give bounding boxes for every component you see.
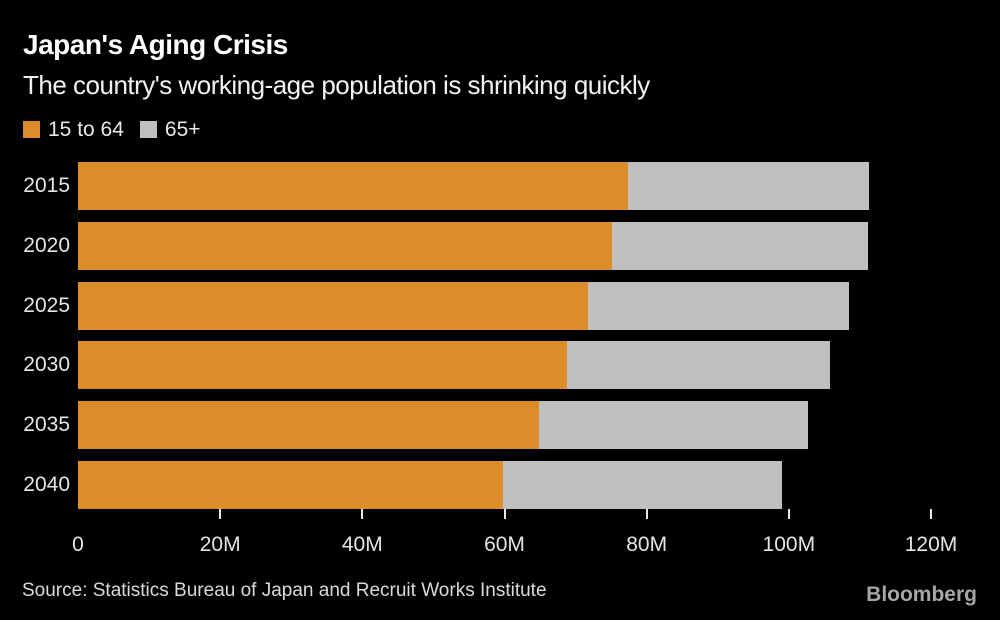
- bar-row-2015: [78, 162, 869, 210]
- bar-segment-2015-15-to-64: [78, 162, 628, 210]
- legend-swatch-65-plus: [139, 121, 157, 138]
- bar-segment-2040-15-to-64: [78, 461, 504, 509]
- x-tick-20M: [219, 509, 222, 519]
- bar-row-2035: [78, 401, 808, 449]
- year-label-2020: 2020: [23, 234, 70, 257]
- x-tick-120M: [930, 509, 932, 519]
- bar-segment-2020-15-to-64: [78, 222, 612, 270]
- year-label-2030: 2030: [23, 353, 70, 376]
- chart-title: Japan's Aging Crisis: [23, 29, 288, 60]
- x-tick-label-100M: 100M: [762, 533, 816, 556]
- bar-segment-2015-65-plus: [627, 162, 869, 210]
- x-tick-label-40M: 40M: [341, 533, 383, 556]
- bar-segment-2020-65-plus: [611, 222, 868, 270]
- bar-segment-2030-15-to-64: [78, 341, 568, 389]
- legend-swatch-15-to-64: [23, 121, 40, 138]
- x-tick-label-20M: 20M: [199, 533, 241, 556]
- plot-area: [78, 162, 931, 509]
- bar-segment-2040-65-plus: [503, 461, 782, 509]
- legend-label-65-plus: 65+: [164, 118, 201, 141]
- legend-item-15-to-64: 15 to 64: [23, 118, 124, 141]
- x-tick-40M: [361, 509, 364, 519]
- x-axis: 0 20M 40M 60M 80M 100M 120M: [72, 509, 957, 559]
- y-axis-labels: 2015 2020 2025 2030 2035 2040: [0, 162, 70, 509]
- year-label-2040: 2040: [23, 473, 70, 496]
- bar-row-2020: [78, 222, 868, 270]
- legend-item-65-plus: 65+: [139, 118, 201, 141]
- chart-subtitle: The country's working-age population is …: [23, 70, 650, 100]
- year-label-2015: 2015: [23, 174, 70, 197]
- year-label-2035: 2035: [23, 413, 70, 436]
- x-tick-100M: [787, 509, 790, 519]
- bar-segment-2025-15-to-64: [78, 282, 588, 330]
- bar-row-2040: [78, 461, 782, 509]
- source-note: Source: Statistics Bureau of Japan and R…: [22, 580, 547, 601]
- bar-row-2030: [78, 341, 831, 389]
- x-tick-label-0: 0: [72, 533, 84, 556]
- bar-segment-2035-15-to-64: [78, 401, 540, 449]
- x-tick-label-120M: 120M: [904, 533, 958, 556]
- legend: 15 to 64 65+: [23, 118, 201, 141]
- bar-segment-2025-65-plus: [587, 282, 849, 330]
- x-tick-label-80M: 80M: [626, 533, 668, 556]
- bar-segment-2035-65-plus: [539, 401, 808, 449]
- bar-row-2025: [78, 282, 849, 330]
- x-tick-60M: [503, 509, 506, 519]
- bloomberg-logo: Bloomberg: [866, 583, 977, 606]
- year-label-2025: 2025: [23, 294, 70, 317]
- legend-label-15-to-64: 15 to 64: [48, 118, 124, 141]
- bar-segment-2030-65-plus: [567, 341, 831, 389]
- x-tick-label-60M: 60M: [484, 533, 525, 556]
- x-tick-80M: [645, 509, 648, 519]
